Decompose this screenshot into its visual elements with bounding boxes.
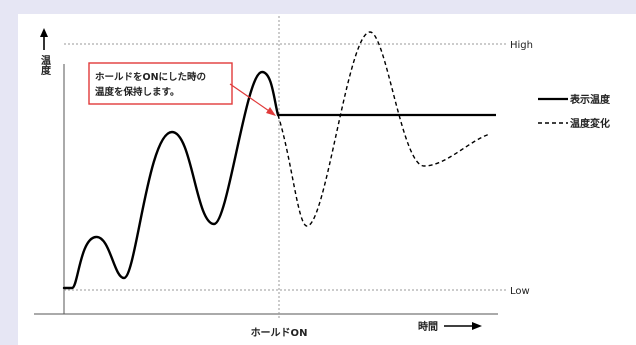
callout-line-1: ホールドをONにした時の [95, 71, 206, 83]
y-axis-label: 温度 [39, 54, 51, 76]
callout-line-2: 温度を保持します。 [95, 86, 180, 98]
callout-box [88, 62, 233, 105]
legend-dashed-label: 温度変化 [570, 117, 610, 130]
hold-on-label: ホールドON [251, 327, 308, 339]
callout-pointer-head [266, 107, 276, 116]
temperature-curve-dashed [277, 31, 491, 227]
temperature-curve-solid [62, 70, 280, 290]
legend-solid-label: 表示温度 [569, 93, 611, 106]
x-axis-arrow-head [472, 322, 482, 330]
low-label: Low [510, 286, 530, 297]
callout-pointer-line [229, 83, 273, 114]
high-label: High [510, 40, 533, 51]
y-axis-arrow-head [40, 28, 48, 37]
x-axis-label: 時間 [418, 320, 438, 333]
